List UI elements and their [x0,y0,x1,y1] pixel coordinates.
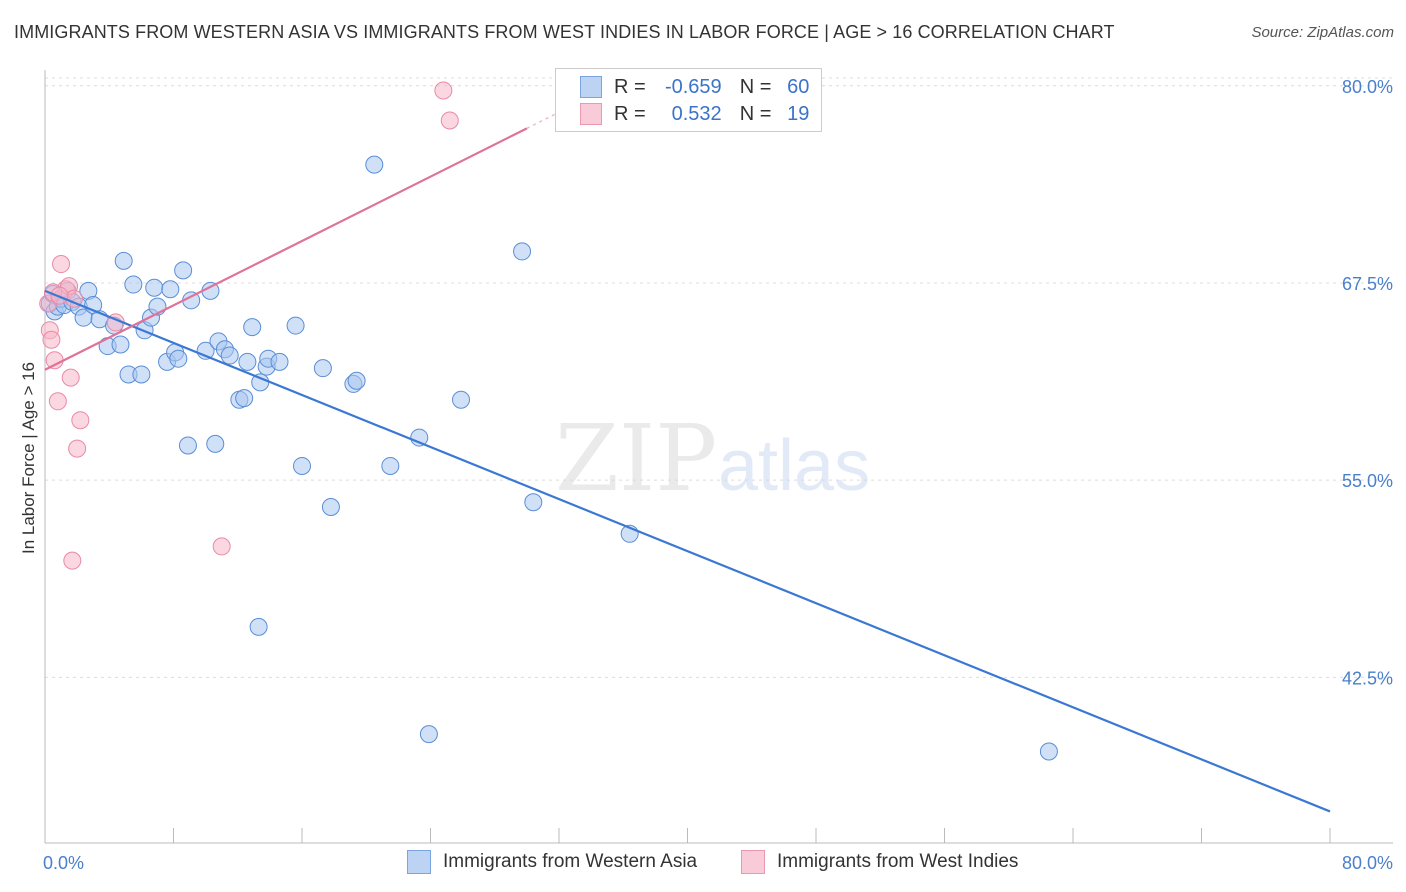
axis-layer: 42.5% 55.0% 67.5% 80.0% 0.0% 80.0% [43,70,1393,873]
legend-swatch-west-indies [580,103,602,125]
bottom-legend-swatch-west-indies [741,850,765,874]
data-point [52,255,71,274]
data-point [174,261,193,280]
data-point [161,280,180,299]
data-point [270,352,289,371]
data-point [286,316,305,335]
source-label: Source: ZipAtlas.com [1251,24,1394,41]
data-point [61,368,80,387]
data-point [434,81,453,100]
grid-layer [45,77,1393,678]
legend-n-value: 19 [787,102,810,125]
watermark-zip: ZIP [555,405,717,512]
trend-line-western-asia [44,289,1331,813]
data-point [243,318,262,337]
data-point [235,389,254,408]
legend-r-label: R = [614,102,646,125]
legend-n-value: 60 [787,75,810,98]
bottom-legend-west-indies: Immigrants from West Indies [741,850,1018,874]
legend-r-value: -0.659 [664,75,722,98]
data-point [71,411,90,430]
x-tick-label: 80.0% [1342,853,1393,873]
watermark-atlas: atlas [718,426,870,506]
data-point [1039,742,1058,761]
y-tick-label: 55.0% [1342,471,1393,491]
data-point [440,111,459,130]
data-point [347,371,366,390]
data-point [48,392,67,411]
data-point [178,436,197,455]
legend-r-value: 0.532 [671,102,722,125]
data-point [381,456,400,475]
trend-line-west-indies [44,127,528,371]
data-point [321,497,340,516]
data-point [238,352,257,371]
correlation-legend: R = -0.659 N = 60 R = 0.532 N = 19 [555,68,822,132]
data-point [452,390,471,409]
bottom-legend-label-west-indies: Immigrants from West Indies [777,851,1019,872]
data-point [68,439,87,458]
data-point [249,617,268,636]
data-point [114,251,133,270]
data-point [365,155,384,174]
data-point [212,537,231,556]
data-point [419,725,438,744]
data-point [524,493,543,512]
data-point [293,456,311,475]
data-point [111,335,130,354]
data-point [220,346,239,365]
bottom-legend-western-asia: Immigrants from Western Asia [407,850,697,874]
watermark: ZIP atlas [555,405,870,512]
legend-n-label: N = [739,102,772,125]
data-point [313,359,332,378]
points-layer [39,81,1058,761]
y-tick-label: 67.5% [1342,274,1393,294]
data-point [206,434,225,453]
legend-n-label: N = [739,75,772,98]
data-point [124,275,143,294]
y-axis-title: In Labor Force | Age > 16 [19,362,38,554]
data-point [42,330,61,349]
y-tick-label: 80.0% [1342,77,1393,97]
data-point [45,351,64,370]
bottom-legend-label-western-asia: Immigrants from Western Asia [443,851,698,872]
data-point [63,551,82,570]
chart-title: IMMIGRANTS FROM WESTERN ASIA VS IMMIGRAN… [14,22,1115,42]
bottom-legend-swatch-western-asia [407,850,431,874]
legend-row-west-indies: R = 0.532 N = 19 [580,100,809,128]
data-point [513,242,532,261]
legend-row-western-asia: R = -0.659 N = 60 [580,73,809,101]
data-point [169,349,188,368]
data-point [145,278,164,297]
y-tick-label: 42.5% [1342,668,1393,688]
legend-swatch-western-asia [580,76,602,98]
legend-r-label: R = [614,75,646,98]
x-tick-label: 0.0% [43,853,84,873]
data-point [132,365,151,384]
